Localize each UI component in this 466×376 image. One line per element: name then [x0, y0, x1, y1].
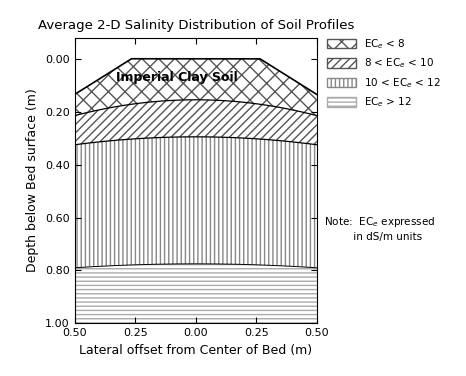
Y-axis label: Depth below Bed surface (m): Depth below Bed surface (m): [27, 89, 40, 272]
Title: Average 2-D Salinity Distribution of Soil Profiles: Average 2-D Salinity Distribution of Soi…: [38, 19, 354, 32]
Text: Note:  EC$_e$ expressed
         in dS/m units: Note: EC$_e$ expressed in dS/m units: [324, 215, 435, 242]
X-axis label: Lateral offset from Center of Bed (m): Lateral offset from Center of Bed (m): [79, 344, 312, 357]
Text: Imperial Clay Soil: Imperial Clay Soil: [116, 71, 238, 84]
Legend: EC$_e$ < 8, 8 < EC$_e$ < 10, 10 < EC$_e$ < 12, EC$_e$ > 12: EC$_e$ < 8, 8 < EC$_e$ < 10, 10 < EC$_e$…: [327, 37, 441, 109]
